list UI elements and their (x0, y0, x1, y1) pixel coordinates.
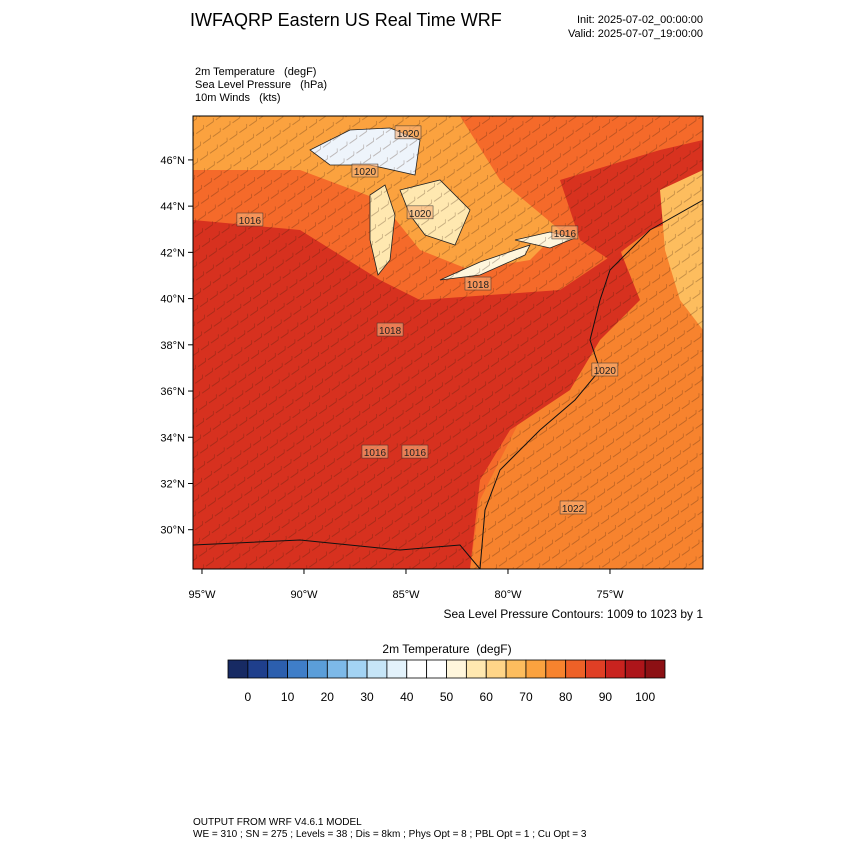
colorbar-box (446, 659, 467, 679)
contour-label: 1020 (594, 366, 617, 377)
y-tick-label: 34°N (160, 432, 185, 444)
contour-label-box (551, 225, 579, 240)
x-tick-label: 80°W (494, 589, 522, 601)
colorbar-box (287, 659, 308, 679)
contour-label: 1016 (364, 448, 387, 459)
contour-label: 1016 (554, 229, 577, 240)
contour-label-box (376, 322, 404, 337)
colorbar-box (247, 659, 269, 679)
y-tick-label: 32°N (160, 478, 185, 490)
valid-time: Valid: 2025-07-07_19:00:00 (568, 28, 703, 40)
colorbar-box (525, 659, 547, 679)
y-tick-label: 42°N (160, 247, 185, 259)
colorbar-tick-label: 60 (480, 690, 494, 704)
colorbar-tick-label: 30 (360, 690, 374, 704)
contour-label-box (361, 444, 389, 459)
y-tick-label: 44°N (160, 201, 185, 213)
colorbar-tick-label: 0 (245, 690, 252, 704)
y-tick-label: 36°N (160, 386, 185, 398)
y-tick-label: 30°N (160, 525, 185, 537)
contour-label-box (401, 444, 429, 459)
contour-label-box (591, 362, 619, 377)
x-tick-label: 90°W (290, 589, 318, 601)
contour-label: 1018 (379, 326, 402, 337)
contour-label: 1022 (562, 504, 585, 515)
contour-labels: 1020 1020 1016 1020 1016 1018 1018 1020 1016 1016… (236, 125, 619, 515)
contour-label-box (559, 500, 587, 515)
colorbar-box (644, 659, 666, 679)
colorbar-tick-label: 20 (321, 690, 335, 704)
colorbar-box (426, 659, 447, 679)
colorbar-tick-label: 70 (519, 690, 533, 704)
colorbar-box (326, 659, 348, 679)
map-field (193, 116, 703, 569)
contour-label: 1016 (404, 448, 427, 459)
contour-label: 1018 (467, 280, 490, 291)
colorbar-tick-label: 80 (559, 690, 573, 704)
contour-label: 1016 (239, 216, 262, 227)
colorbar-box (485, 659, 507, 679)
colorbar-box (605, 659, 626, 679)
contour-label: 1020 (397, 129, 420, 140)
x-tick-label: 75°W (596, 589, 624, 601)
contour-label-box (394, 125, 422, 140)
field-label: Sea Level Pressure (hPa) (195, 79, 327, 91)
colorbar-tick-label: 100 (635, 690, 655, 704)
field-label: 2m Temperature (degF) (195, 66, 316, 78)
colorbar-tick-label: 10 (281, 690, 295, 704)
contour-label-box (406, 205, 434, 220)
wind-barbs (193, 116, 703, 569)
title: IWFAQRP Eastern US Real Time WRF (190, 10, 502, 30)
y-tick-label: 40°N (160, 294, 185, 306)
colorbar-box (545, 659, 567, 679)
x-tick-label: 85°W (392, 589, 420, 601)
colorbar-tick-label: 90 (599, 690, 613, 704)
init-time: Init: 2025-07-02_00:00:00 (577, 14, 703, 26)
colorbar-box (585, 659, 606, 679)
contour-label-box (464, 276, 492, 291)
y-tick-label: 46°N (160, 155, 185, 167)
colorbar-box (267, 659, 288, 679)
contour-label-box (236, 212, 264, 227)
colorbar-box (307, 659, 328, 679)
colorbar-box (465, 659, 487, 679)
contour-note: Sea Level Pressure Contours: 1009 to 102… (444, 607, 704, 621)
colorbar-box (565, 659, 586, 679)
colorbar-box (346, 659, 368, 679)
field-label: 10m Winds (kts) (195, 92, 281, 104)
colorbar-box (505, 659, 527, 679)
footer-line: WE = 310 ; SN = 275 ; Levels = 38 ; Dis … (193, 829, 587, 840)
colorbar-box (406, 659, 428, 679)
contour-label: 1020 (354, 167, 377, 178)
colorbar-tick-label: 50 (440, 690, 454, 704)
map-frame (192, 115, 704, 570)
x-tick-label: 95°W (188, 589, 216, 601)
colorbar-title: 2m Temperature (degF) (382, 642, 511, 656)
colorbar: 0 10 20 30 40 50 60 70 80 90 100 (227, 659, 666, 704)
footer-line: OUTPUT FROM WRF V4.6.1 MODEL (193, 817, 362, 828)
colorbar-box (624, 659, 646, 679)
colorbar-box (386, 659, 408, 679)
contour-label: 1020 (409, 209, 432, 220)
colorbar-tick-label: 40 (400, 690, 414, 704)
y-tick-label: 38°N (160, 340, 185, 352)
colorbar-box (227, 659, 249, 679)
colorbar-box (366, 659, 388, 679)
contour-label-box (351, 163, 379, 178)
